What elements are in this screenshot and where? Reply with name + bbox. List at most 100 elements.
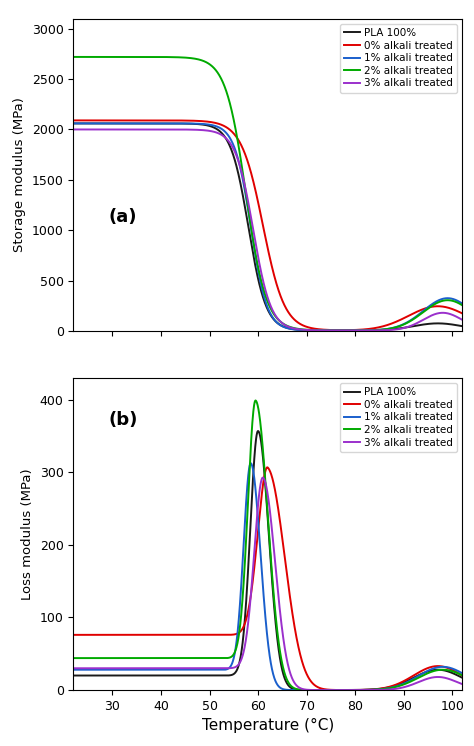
Legend: PLA 100%, 0% alkali treated, 1% alkali treated, 2% alkali treated, 3% alkali tre: PLA 100%, 0% alkali treated, 1% alkali t… [340, 383, 457, 452]
3% alkali treated [71, 125, 76, 134]
1% alkali treated [377, 325, 383, 334]
PLA 100% [448, 668, 454, 677]
3% alkali treated [459, 316, 465, 325]
Line: 0% alkali treated: 0% alkali treated [73, 467, 462, 690]
PLA 100% [448, 668, 454, 677]
PLA 100% [448, 320, 454, 329]
0% alkali treated [377, 684, 383, 693]
PLA 100% [377, 325, 383, 334]
2% alkali treated [249, 421, 255, 430]
Line: 2% alkali treated: 2% alkali treated [73, 401, 462, 690]
0% alkali treated [341, 686, 347, 695]
2% alkali treated [91, 52, 96, 61]
1% alkali treated [377, 685, 383, 694]
0% alkali treated [448, 304, 454, 313]
3% alkali treated [377, 326, 383, 335]
2% alkali treated [71, 52, 76, 61]
Line: PLA 100%: PLA 100% [73, 123, 462, 330]
3% alkali treated [448, 675, 454, 684]
0% alkali treated [91, 116, 96, 125]
2% alkali treated [448, 296, 454, 305]
2% alkali treated [260, 281, 265, 290]
0% alkali treated [249, 172, 255, 181]
PLA 100% [459, 322, 465, 330]
PLA 100% [249, 489, 255, 498]
1% alkali treated [248, 459, 254, 468]
Line: 2% alkali treated: 2% alkali treated [73, 57, 462, 330]
2% alkali treated [459, 671, 465, 680]
Y-axis label: Storage modulus (MPa): Storage modulus (MPa) [13, 97, 27, 252]
1% alkali treated [338, 326, 344, 335]
2% alkali treated [320, 686, 326, 695]
1% alkali treated [459, 299, 465, 308]
3% alkali treated [71, 664, 76, 673]
X-axis label: Temperature (°C): Temperature (°C) [201, 718, 334, 733]
1% alkali treated [71, 665, 76, 674]
PLA 100% [255, 427, 261, 436]
Text: (a): (a) [109, 207, 137, 225]
2% alkali treated [253, 396, 258, 405]
0% alkali treated [448, 665, 454, 674]
PLA 100% [91, 671, 96, 680]
Line: 1% alkali treated: 1% alkali treated [73, 123, 462, 330]
0% alkali treated [339, 326, 345, 335]
0% alkali treated [71, 630, 76, 639]
PLA 100% [448, 320, 454, 329]
3% alkali treated [260, 274, 265, 283]
2% alkali treated [459, 301, 465, 310]
2% alkali treated [91, 653, 96, 662]
2% alkali treated [377, 325, 383, 334]
3% alkali treated [249, 575, 255, 584]
PLA 100% [315, 686, 321, 695]
2% alkali treated [448, 296, 454, 305]
1% alkali treated [71, 119, 76, 128]
3% alkali treated [91, 125, 96, 134]
PLA 100% [260, 291, 265, 300]
Line: 0% alkali treated: 0% alkali treated [73, 120, 462, 330]
3% alkali treated [332, 686, 337, 695]
2% alkali treated [71, 653, 76, 662]
0% alkali treated [91, 630, 96, 639]
0% alkali treated [448, 304, 454, 313]
0% alkali treated [71, 116, 76, 125]
0% alkali treated [448, 665, 454, 674]
PLA 100% [91, 119, 96, 128]
2% alkali treated [377, 685, 383, 694]
1% alkali treated [260, 286, 265, 295]
3% alkali treated [249, 219, 255, 228]
Legend: PLA 100%, 0% alkali treated, 1% alkali treated, 2% alkali treated, 3% alkali tre: PLA 100%, 0% alkali treated, 1% alkali t… [340, 24, 457, 93]
1% alkali treated [91, 665, 96, 674]
2% alkali treated [448, 666, 454, 675]
1% alkali treated [260, 578, 265, 587]
0% alkali treated [264, 463, 270, 471]
0% alkali treated [260, 484, 265, 493]
3% alkali treated [448, 310, 454, 319]
2% alkali treated [448, 666, 454, 675]
Line: 3% alkali treated: 3% alkali treated [73, 477, 462, 690]
3% alkali treated [377, 686, 383, 695]
3% alkali treated [260, 473, 265, 482]
2% alkali treated [345, 326, 351, 335]
1% alkali treated [459, 668, 465, 677]
0% alkali treated [249, 581, 255, 590]
2% alkali treated [249, 230, 255, 239]
1% alkali treated [307, 686, 312, 695]
1% alkali treated [249, 231, 255, 240]
3% alkali treated [459, 680, 465, 689]
0% alkali treated [459, 671, 465, 680]
0% alkali treated [459, 309, 465, 318]
3% alkali treated [353, 326, 359, 335]
1% alkali treated [249, 462, 255, 471]
3% alkali treated [448, 310, 454, 319]
1% alkali treated [448, 294, 454, 303]
3% alkali treated [91, 664, 96, 673]
3% alkali treated [260, 473, 266, 482]
Y-axis label: Loss modulus (MPa): Loss modulus (MPa) [21, 468, 34, 600]
1% alkali treated [448, 664, 454, 673]
2% alkali treated [260, 442, 265, 451]
1% alkali treated [91, 119, 96, 128]
PLA 100% [377, 684, 383, 693]
PLA 100% [249, 244, 255, 253]
3% alkali treated [448, 675, 454, 684]
0% alkali treated [377, 322, 383, 331]
